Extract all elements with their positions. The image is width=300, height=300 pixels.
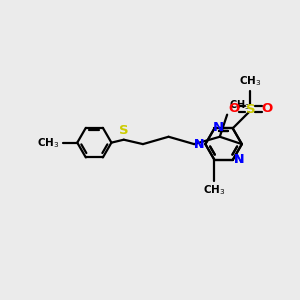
Text: N: N [234, 153, 244, 167]
Text: N: N [194, 138, 204, 151]
Text: N: N [213, 121, 224, 134]
Text: CH$_3$: CH$_3$ [203, 183, 226, 197]
Text: CH$_3$: CH$_3$ [239, 74, 262, 88]
Polygon shape [206, 128, 242, 160]
Text: N: N [234, 153, 244, 167]
Text: N: N [194, 138, 204, 151]
Polygon shape [77, 128, 111, 158]
Text: CH$_3$: CH$_3$ [229, 98, 250, 112]
Text: S: S [246, 103, 255, 116]
Text: O: O [261, 102, 272, 115]
Text: CH$_3$: CH$_3$ [37, 136, 59, 149]
Text: S: S [119, 124, 129, 137]
Text: O: O [229, 102, 240, 115]
